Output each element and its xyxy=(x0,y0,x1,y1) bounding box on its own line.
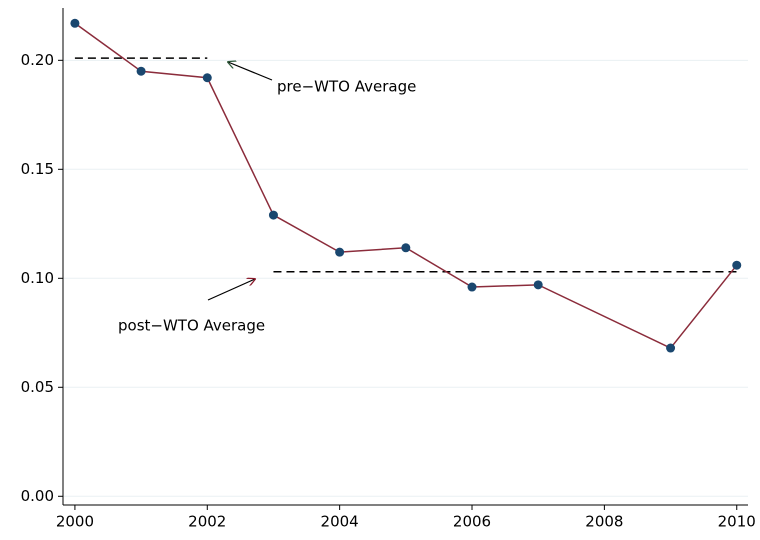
data-point xyxy=(70,18,80,28)
y-tick-label: 0.05 xyxy=(21,378,54,396)
x-tick-label: 2008 xyxy=(585,513,623,531)
data-point xyxy=(533,280,543,290)
annotation-arrow xyxy=(207,279,255,301)
data-line xyxy=(74,22,738,349)
y-tick-label: 0.10 xyxy=(21,269,54,287)
data-point xyxy=(202,73,212,83)
data-point xyxy=(136,66,146,76)
annotation-arrow xyxy=(228,62,273,81)
y-tick-label: 0.20 xyxy=(21,51,54,69)
data-point xyxy=(401,243,411,253)
data-point xyxy=(268,210,278,220)
data-point xyxy=(467,282,477,292)
y-tick-label: 0.00 xyxy=(21,487,54,505)
y-tick-label: 0.15 xyxy=(21,160,54,178)
annotation: post−WTO Average xyxy=(118,317,265,335)
data-point xyxy=(335,247,345,257)
data-point xyxy=(732,260,742,270)
x-tick-label: 2004 xyxy=(321,513,359,531)
data-point xyxy=(666,343,676,353)
x-tick-label: 2006 xyxy=(453,513,491,531)
annotation: pre−WTO Average xyxy=(277,78,416,96)
x-tick-label: 2010 xyxy=(718,513,756,531)
x-tick-label: 2002 xyxy=(188,513,226,531)
x-tick-label: 2000 xyxy=(56,513,94,531)
